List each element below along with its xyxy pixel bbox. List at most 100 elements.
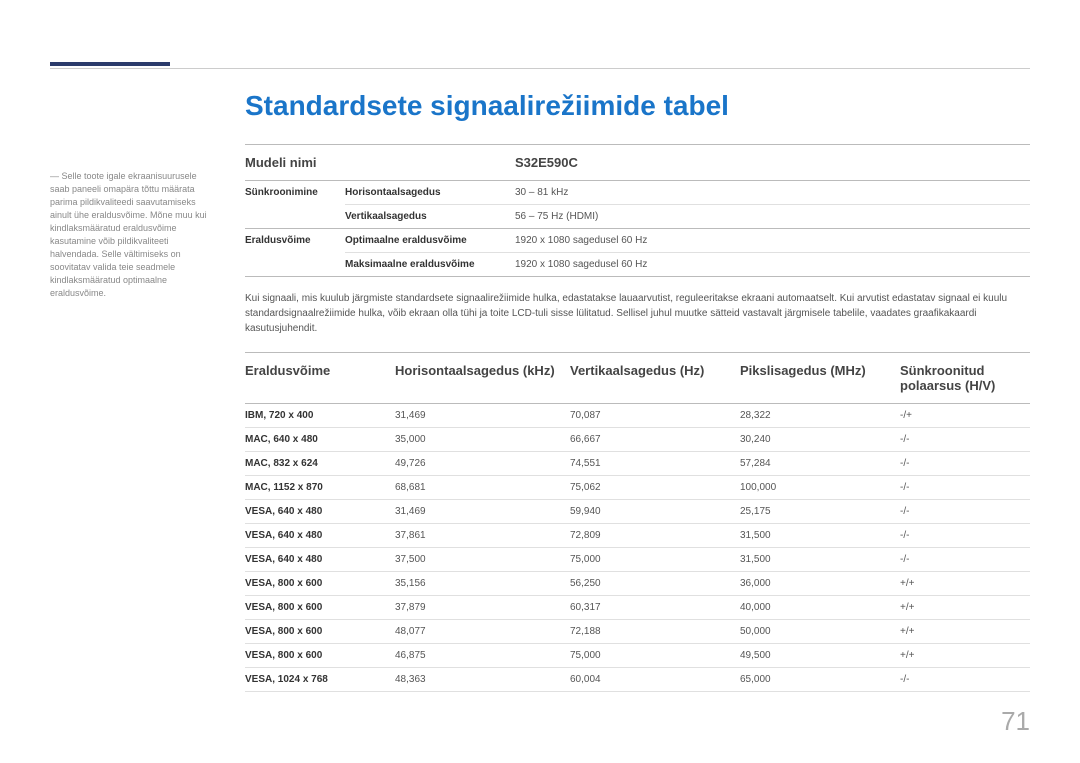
spec-row-key: Optimaalne eraldusvõime xyxy=(345,229,515,252)
table-row: VESA, 1024 x 76848,36360,00465,000-/- xyxy=(245,668,1030,692)
table-row: MAC, 640 x 48035,00066,66730,240-/- xyxy=(245,428,1030,452)
page-title: Standardsete signaalirežiimide tabel xyxy=(245,90,1030,122)
spec-row-value: 30 – 81 kHz xyxy=(515,181,1030,204)
table-cell: 31,500 xyxy=(740,548,900,571)
spec-row: Horisontaalsagedus30 – 81 kHz xyxy=(345,181,1030,205)
table-row: MAC, 1152 x 87068,68175,062100,000-/- xyxy=(245,476,1030,500)
spec-row-key: Maksimaalne eraldusvõime xyxy=(345,253,515,276)
table-cell: 57,284 xyxy=(740,452,900,475)
table-cell: 30,240 xyxy=(740,428,900,451)
table-cell: VESA, 800 x 600 xyxy=(245,572,395,595)
table-cell: 46,875 xyxy=(395,644,570,667)
spec-table: Mudeli nimi S32E590C SünkroonimineHoriso… xyxy=(245,144,1030,277)
col-header-polarity: Sünkroonitud polaarsus (H/V) xyxy=(900,353,1030,403)
spec-group-label: Sünkroonimine xyxy=(245,181,345,228)
table-row: VESA, 800 x 60035,15656,25036,000+/+ xyxy=(245,572,1030,596)
table-cell: 48,077 xyxy=(395,620,570,643)
table-cell: 37,500 xyxy=(395,548,570,571)
signal-modes-table: Eraldusvõime Horisontaalsagedus (kHz) Ve… xyxy=(245,352,1030,692)
table-cell: 60,317 xyxy=(570,596,740,619)
table-cell: 72,188 xyxy=(570,620,740,643)
table-cell: +/+ xyxy=(900,596,1030,619)
table-cell: MAC, 832 x 624 xyxy=(245,452,395,475)
spec-header-model-label: Mudeli nimi xyxy=(245,155,345,170)
table-cell: 59,940 xyxy=(570,500,740,523)
spec-group-label: Eraldusvõime xyxy=(245,229,345,276)
table-cell: VESA, 640 x 480 xyxy=(245,500,395,523)
table-cell: 31,500 xyxy=(740,524,900,547)
table-cell: 49,726 xyxy=(395,452,570,475)
table-cell: -/- xyxy=(900,500,1030,523)
table-cell: 72,809 xyxy=(570,524,740,547)
table-cell: VESA, 640 x 480 xyxy=(245,524,395,547)
table-cell: 37,879 xyxy=(395,596,570,619)
spec-row-value: 1920 x 1080 sagedusel 60 Hz xyxy=(515,229,1030,252)
table-cell: MAC, 1152 x 870 xyxy=(245,476,395,499)
table-cell: IBM, 720 x 400 xyxy=(245,404,395,427)
table-cell: 25,175 xyxy=(740,500,900,523)
table-cell: 74,551 xyxy=(570,452,740,475)
table-cell: 56,250 xyxy=(570,572,740,595)
table-row: VESA, 640 x 48031,46959,94025,175-/- xyxy=(245,500,1030,524)
table-cell: 100,000 xyxy=(740,476,900,499)
col-header-vfreq: Vertikaalsagedus (Hz) xyxy=(570,353,740,403)
table-row: MAC, 832 x 62449,72674,55157,284-/- xyxy=(245,452,1030,476)
table-cell: 31,469 xyxy=(395,404,570,427)
top-horizontal-rule xyxy=(50,68,1030,69)
table-cell: VESA, 640 x 480 xyxy=(245,548,395,571)
table-cell: -/- xyxy=(900,452,1030,475)
table-cell: VESA, 800 x 600 xyxy=(245,644,395,667)
table-cell: 50,000 xyxy=(740,620,900,643)
spec-row: Optimaalne eraldusvõime1920 x 1080 saged… xyxy=(345,229,1030,253)
table-cell: -/- xyxy=(900,476,1030,499)
table-row: IBM, 720 x 40031,46970,08728,322-/+ xyxy=(245,404,1030,428)
col-header-hfreq: Horisontaalsagedus (kHz) xyxy=(395,353,570,403)
spec-row: Maksimaalne eraldusvõime1920 x 1080 sage… xyxy=(345,253,1030,276)
spec-row: Vertikaalsagedus56 – 75 Hz (HDMI) xyxy=(345,205,1030,228)
table-cell: 66,667 xyxy=(570,428,740,451)
table-row: VESA, 800 x 60046,87575,00049,500+/+ xyxy=(245,644,1030,668)
table-cell: 37,861 xyxy=(395,524,570,547)
col-header-pixelclock: Pikslisagedus (MHz) xyxy=(740,353,900,403)
table-cell: VESA, 800 x 600 xyxy=(245,620,395,643)
table-cell: -/+ xyxy=(900,404,1030,427)
table-cell: 35,156 xyxy=(395,572,570,595)
table-cell: 49,500 xyxy=(740,644,900,667)
spec-group: EraldusvõimeOptimaalne eraldusvõime1920 … xyxy=(245,229,1030,277)
spec-header-row: Mudeli nimi S32E590C xyxy=(245,144,1030,181)
spec-row-key: Horisontaalsagedus xyxy=(345,181,515,204)
spec-header-model-value: S32E590C xyxy=(515,145,1030,180)
page-number: 71 xyxy=(1001,706,1030,737)
table-cell: 40,000 xyxy=(740,596,900,619)
table-cell: -/- xyxy=(900,548,1030,571)
table-cell: +/+ xyxy=(900,620,1030,643)
table-cell: 70,087 xyxy=(570,404,740,427)
spec-row-value: 1920 x 1080 sagedusel 60 Hz xyxy=(515,253,1030,276)
table-cell: 75,000 xyxy=(570,548,740,571)
table-cell: 68,681 xyxy=(395,476,570,499)
table-cell: 31,469 xyxy=(395,500,570,523)
table-cell: 65,000 xyxy=(740,668,900,691)
table-row: VESA, 640 x 48037,50075,00031,500-/- xyxy=(245,548,1030,572)
table-cell: 36,000 xyxy=(740,572,900,595)
main-content: Standardsete signaalirežiimide tabel Mud… xyxy=(245,90,1030,692)
table-cell: -/- xyxy=(900,524,1030,547)
table-cell: -/- xyxy=(900,428,1030,451)
table-cell: 60,004 xyxy=(570,668,740,691)
accent-bar xyxy=(50,62,170,66)
table-cell: -/- xyxy=(900,668,1030,691)
table-cell: 35,000 xyxy=(395,428,570,451)
body-paragraph: Kui signaali, mis kuulub järgmiste stand… xyxy=(245,291,1030,336)
table-cell: MAC, 640 x 480 xyxy=(245,428,395,451)
table-row: VESA, 800 x 60048,07772,18850,000+/+ xyxy=(245,620,1030,644)
spec-group: SünkroonimineHorisontaalsagedus30 – 81 k… xyxy=(245,181,1030,229)
table-cell: 75,000 xyxy=(570,644,740,667)
table-cell: +/+ xyxy=(900,644,1030,667)
col-header-resolution: Eraldusvõime xyxy=(245,353,395,403)
table-cell: +/+ xyxy=(900,572,1030,595)
table-header-row: Eraldusvõime Horisontaalsagedus (kHz) Ve… xyxy=(245,352,1030,404)
spec-row-key: Vertikaalsagedus xyxy=(345,205,515,228)
table-cell: 75,062 xyxy=(570,476,740,499)
table-cell: 48,363 xyxy=(395,668,570,691)
sidebar-note: Selle toote igale ekraanisuurusele saab … xyxy=(50,90,215,692)
